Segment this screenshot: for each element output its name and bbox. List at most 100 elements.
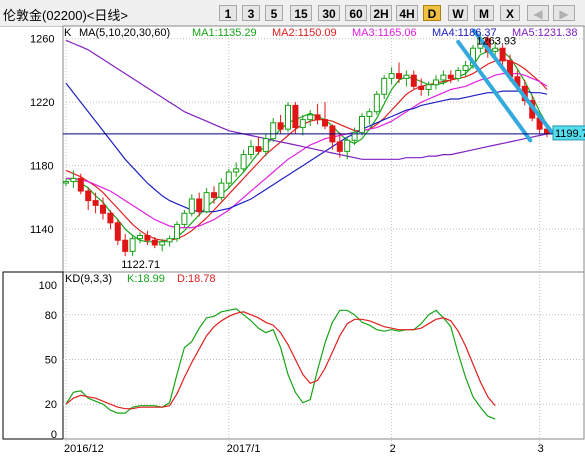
period-button-d[interactable]: D	[423, 5, 441, 21]
arrow-left-icon[interactable]: ◀	[527, 5, 549, 21]
candle-body	[366, 111, 373, 117]
period-button-5[interactable]: 5	[265, 5, 283, 21]
candle	[85, 187, 92, 211]
main-tick-label: 1220	[30, 97, 54, 109]
period-button-4h[interactable]: 4H	[396, 5, 418, 21]
period-button-30[interactable]: 30	[318, 5, 340, 21]
main-tick-label: 1140	[30, 224, 54, 236]
period-button-x[interactable]: X	[500, 5, 520, 21]
candle-body	[196, 198, 203, 213]
candle-body	[322, 119, 328, 127]
legend-ma2: MA2:1150.09	[272, 27, 337, 39]
candle-body	[248, 146, 254, 156]
candle-body	[255, 146, 262, 152]
period-button-15[interactable]: 15	[290, 5, 312, 21]
period-button-w[interactable]: W	[448, 5, 468, 21]
candle-body	[307, 114, 314, 121]
candle	[344, 137, 351, 160]
kd-line-k	[65, 308, 496, 420]
candle	[137, 232, 143, 244]
legend-ma5: MA5:1231.38	[512, 27, 577, 39]
candle	[270, 118, 277, 142]
price-tag-box	[552, 125, 585, 141]
legend-ma-params: MA(5,10,20,30,60)	[79, 27, 170, 39]
candle	[240, 149, 247, 173]
candle-body	[336, 141, 343, 152]
period-button-2h[interactable]: 2H	[370, 5, 392, 21]
candle-body	[462, 65, 469, 71]
candle-body	[492, 47, 499, 52]
candle-body	[107, 212, 114, 224]
candle-body	[314, 114, 321, 121]
candle-body	[181, 212, 188, 225]
trendline-lower[interactable]	[456, 39, 533, 143]
main-tick-label: 1180	[30, 161, 54, 173]
period-button-3[interactable]: 3	[242, 5, 260, 21]
candle-body	[151, 239, 158, 246]
candle	[188, 194, 195, 217]
kd-axis-box	[2, 271, 64, 440]
kd-d-value: D:18.78	[177, 273, 216, 285]
kd-tick-label: 20	[45, 399, 57, 411]
candle	[151, 237, 158, 249]
kd-k-value: K:18.99	[127, 273, 165, 285]
candle	[70, 170, 77, 188]
time-label: 2017/1	[227, 443, 261, 455]
trendline-upper[interactable]	[472, 28, 554, 135]
candle-body	[270, 122, 277, 140]
period-button-1[interactable]: 1	[219, 5, 237, 21]
candle-body	[188, 198, 195, 214]
candle-body	[225, 171, 232, 184]
candle	[440, 70, 447, 85]
candle-body	[433, 79, 439, 86]
candle	[277, 114, 284, 134]
candle	[159, 238, 166, 252]
ma-line-ma2	[65, 58, 548, 241]
time-label: 3	[538, 443, 544, 455]
candle	[233, 162, 240, 177]
candle-body	[166, 238, 173, 243]
candle-body	[351, 131, 358, 141]
candle-body	[262, 138, 269, 152]
candle-body	[70, 177, 77, 183]
candle-body	[100, 204, 106, 214]
kd-line-d	[65, 311, 496, 410]
main-tick-label: 1260	[30, 34, 54, 46]
candle	[196, 192, 203, 217]
toolbar: 伦敦金(02200)<日线> 1 3 5 15 30 60 2H 4H D W M X ◀ ▶	[0, 0, 585, 27]
candle	[359, 113, 365, 136]
candle	[181, 210, 188, 228]
candle	[499, 45, 506, 68]
price-tag-value: 1199.74	[555, 128, 585, 140]
candle	[322, 102, 328, 130]
candle-body	[218, 182, 225, 198]
period-button-60[interactable]: 60	[345, 5, 367, 21]
candle	[107, 210, 114, 230]
candle-body	[233, 168, 240, 173]
candle-body	[499, 47, 506, 62]
candle	[285, 102, 291, 133]
candle	[225, 168, 232, 188]
time-label: 2	[390, 443, 396, 455]
high-annotation: 1263.93	[476, 35, 516, 47]
candle-body	[403, 74, 410, 79]
arrow-right-icon[interactable]: ▶	[553, 5, 575, 21]
kd-plot-area	[62, 271, 585, 440]
kd-legend: KD(9,3,3) K:18.99 D:18.78	[65, 273, 216, 285]
candle-body	[137, 234, 143, 240]
candle-body	[144, 234, 151, 241]
candle	[418, 78, 425, 96]
candle-body	[344, 139, 351, 152]
period-button-m[interactable]: M	[474, 5, 494, 21]
candle-body	[285, 104, 291, 130]
legend-ma3: MA3:1165.06	[352, 27, 417, 39]
candle-body	[425, 84, 432, 90]
candle	[248, 140, 254, 160]
candle-body	[122, 239, 129, 252]
candle	[366, 108, 373, 125]
kd-name: KD(9,3,3)	[65, 273, 112, 285]
candle	[262, 133, 269, 157]
candle	[166, 235, 173, 247]
candle-body	[418, 85, 425, 90]
candle-body	[203, 192, 210, 213]
